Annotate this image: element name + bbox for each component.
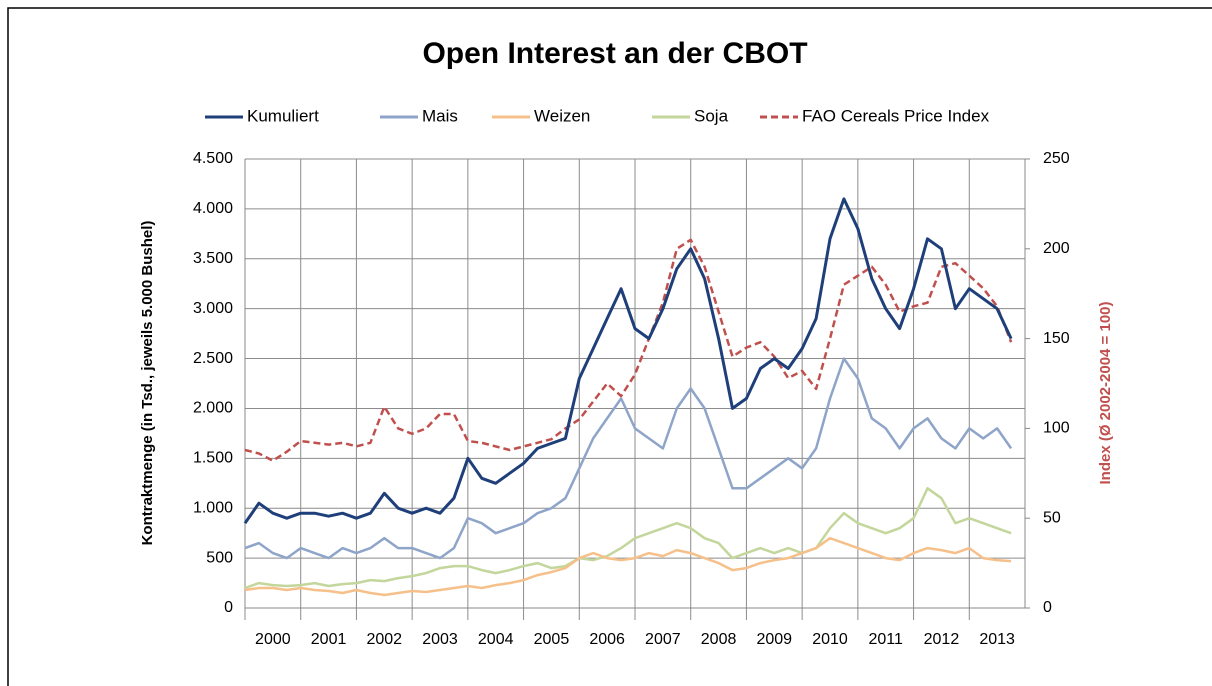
y-tick-label: 2.500: [193, 350, 233, 367]
y2-tick-label: 150: [1043, 330, 1070, 347]
y-tick-label: 4.500: [193, 150, 233, 167]
y-tick-label: 2.000: [193, 400, 233, 417]
y-axis-label: Kontraktmenge (in Tsd., jeweils 5.000 Bu…: [139, 221, 156, 546]
legend-label: Mais: [422, 106, 458, 125]
legend-label: Soja: [694, 106, 729, 125]
y-tick-label: 3.500: [193, 250, 233, 267]
y-tick-label: 1.500: [193, 450, 233, 467]
y-tick-label: 4.000: [193, 200, 233, 217]
y2-tick-label: 250: [1043, 150, 1070, 167]
legend-label: FAO Cereals Price Index: [802, 106, 990, 125]
x-tick-label: 2006: [589, 631, 625, 648]
x-tick-label: 2003: [422, 631, 458, 648]
series-line: [244, 238, 1013, 462]
x-tick-label: 2001: [311, 631, 347, 648]
x-tick-label: 2005: [534, 631, 570, 648]
y-tick-label: 500: [206, 549, 233, 566]
chart-title: Open Interest an der CBOT: [422, 37, 807, 70]
frame: [7, 7, 1212, 686]
x-tick-label: 2002: [366, 631, 402, 648]
x-tick-label: 2011: [869, 631, 904, 648]
x-tick-label: 2013: [979, 631, 1015, 648]
series-line: [244, 357, 1013, 560]
series-line: [243, 197, 1013, 525]
x-tick-label: 2007: [645, 631, 681, 648]
y2-tick-label: 200: [1043, 240, 1070, 257]
y2-axis-label: Index (Ø 2002-2004 = 100): [1097, 301, 1114, 484]
y2-tick-label: 50: [1043, 509, 1061, 526]
legend-label: Weizen: [534, 106, 590, 125]
series-line: [244, 487, 1012, 590]
x-tick-label: 2010: [812, 631, 848, 648]
x-tick-label: 2008: [701, 631, 737, 648]
series-line: [244, 536, 1012, 597]
legend-label: Kumuliert: [247, 106, 319, 125]
y2-tick-label: 100: [1043, 420, 1070, 437]
x-tick-label: 2000: [255, 631, 291, 648]
y-tick-label: 0: [224, 599, 233, 616]
x-tick-label: 2004: [478, 631, 514, 648]
x-tick-label: 2012: [924, 631, 960, 648]
y-tick-label: 3.000: [193, 300, 233, 317]
y2-tick-label: 0: [1043, 599, 1052, 616]
x-tick-label: 2009: [756, 631, 792, 648]
y-tick-label: 1.000: [193, 499, 233, 516]
